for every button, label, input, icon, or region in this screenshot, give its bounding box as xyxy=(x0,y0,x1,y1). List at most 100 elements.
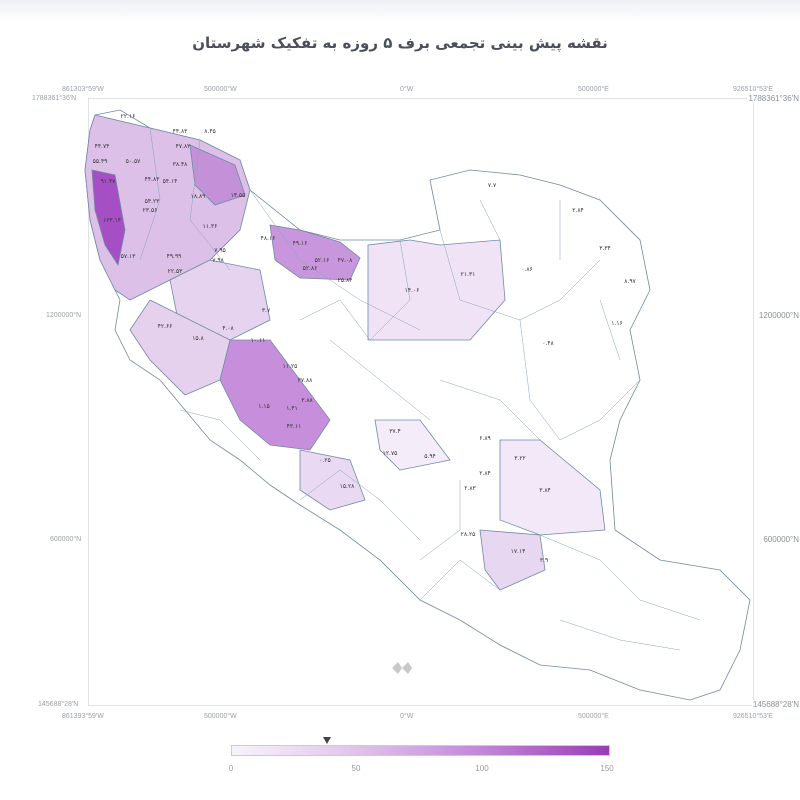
county-value-label: ۲۳.۵۶ xyxy=(143,207,158,214)
county-value-label: ۱۷.۱۴ xyxy=(511,548,526,555)
axis-left-label: 1200000°N xyxy=(46,312,82,319)
county-value-label: ۵۴.۱۴ xyxy=(163,178,178,185)
county-value-label: ۴.۰۸ xyxy=(222,325,234,332)
county-value-label: ۰.۴۸ xyxy=(542,340,554,347)
county-value-label: ۷.۷ xyxy=(488,182,497,189)
county-value-label: ۱۸.۸۹ xyxy=(191,193,206,200)
map-frame xyxy=(88,98,754,706)
colorbar xyxy=(231,745,610,756)
county-value-label: ۱۴.۰۶ xyxy=(405,287,420,294)
county-value-label: ۵۴.۲۳ xyxy=(145,198,161,205)
county-value-label: ۳۸.۴۸ xyxy=(173,161,189,168)
county-value-label: ۲۲.۱۶ xyxy=(121,113,136,120)
axis-left-label: 1788361°36'N xyxy=(32,95,77,102)
axis-bottom-label: 861393°59'W xyxy=(62,713,104,720)
colorbar-tick: 0 xyxy=(228,764,234,773)
county-value-label: ۴۳.۱۱ xyxy=(287,423,302,430)
axis-top-label: 926510°53'E xyxy=(733,86,773,93)
county-value-label: ۴۴.۸۳ xyxy=(145,176,161,183)
axis-bottom-label: 500000°E xyxy=(578,713,609,720)
county-value-label: ۱۲.۷۵ xyxy=(383,450,398,457)
county-value-label: ۲۵.۸۴ xyxy=(338,277,353,284)
county-value-label: ۸.۴۵ xyxy=(204,128,216,135)
county-value-label: ۳.۹ xyxy=(540,557,548,564)
county-value-label: ۷.۹۵ xyxy=(214,247,226,254)
map-title: نقشه پیش بینی تجمعی برف ۵ روزه به تفکیک … xyxy=(192,34,608,52)
region-west-border xyxy=(91,169,126,267)
axis-left-label: 145688°28'N xyxy=(38,701,79,708)
colorbar-marker-icon xyxy=(322,737,331,744)
county-value-label: ۱۵.۸ xyxy=(192,335,204,342)
axis-right-label: 1200000°N xyxy=(757,311,799,320)
region-caspian xyxy=(269,224,361,281)
county-value-label: ۱۱.۳۶ xyxy=(203,223,218,230)
county-value-label: ۲.۸۴ xyxy=(479,470,491,477)
county-value-label: ۳۷.۸۸ xyxy=(298,377,314,384)
axis-top-label: 861303°59'W xyxy=(62,86,104,93)
county-value-label: ۸.۹۷ xyxy=(624,278,636,285)
county-value-label: ۲۲.۵۳ xyxy=(168,268,184,275)
county-value-label: ۴۸.۱۶ xyxy=(261,235,276,242)
county-value-label: ۲۱.۳۱ xyxy=(461,271,476,278)
region-lorestan xyxy=(129,299,231,396)
county-value-label: ۴۲.۶۶ xyxy=(158,323,173,330)
region-khorasan-south xyxy=(367,239,506,341)
county-value-label: ۵۲.۱۶ xyxy=(315,257,330,264)
county-value-label: ۷.۹۸ xyxy=(212,257,224,264)
county-value-label: ۳.۸۸ xyxy=(301,397,313,404)
county-value-label: ۴۹.۹۹ xyxy=(167,253,182,260)
axis-top-label: 500000°E xyxy=(578,86,609,93)
county-value-label: ۵۰.۵۷ xyxy=(126,158,142,165)
axis-top-label: 500000°W xyxy=(204,86,237,93)
county-value-label: ۵۲.۸۶ xyxy=(303,265,318,272)
region-zagros xyxy=(219,339,331,451)
county-value-label: ۲۸.۲۵ xyxy=(461,531,476,538)
county-value-label: ۳۷.۴ xyxy=(389,428,401,435)
county-value-label: ۰.۸۶ xyxy=(521,266,533,273)
county-value-label: ۱۰.۱۱ xyxy=(251,337,266,344)
colorbar-tick: 150 xyxy=(600,764,614,773)
axis-bottom-label: 500000°W xyxy=(204,713,237,720)
axis-left-label: 600000°N xyxy=(50,536,82,543)
colorbar-tick: 100 xyxy=(475,764,489,773)
county-value-label: ۴۴.۸۳ xyxy=(173,128,189,135)
county-value-label: ۵۷.۱۳ xyxy=(121,253,137,260)
top-bar xyxy=(0,0,800,22)
county-value-label: ۳.۷ xyxy=(262,307,271,314)
county-value-label: ۳.۸۴ xyxy=(539,487,551,494)
county-value-label: ۴۷.۸۳ xyxy=(176,143,192,150)
county-value-label: ۵.۹۴ xyxy=(424,453,436,460)
axis-right-label: 145688°28'N xyxy=(751,700,799,709)
county-value-label: ۳.۳۴ xyxy=(599,245,611,252)
country-outline xyxy=(84,109,751,701)
colorbar-tick: 50 xyxy=(351,764,361,773)
county-value-label: ۶.۸۹ xyxy=(479,435,491,442)
county-value-label: ۰.۲۵ xyxy=(319,457,331,464)
axis-bottom-label: 926510°53'E xyxy=(733,713,773,720)
county-value-label: ۳.۲۲ xyxy=(514,455,526,462)
axis-right-label: 1788361°36'N xyxy=(747,94,799,103)
county-value-label: ۱۲۳.۱۴ xyxy=(103,217,121,224)
county-value-label: ۴۷.۰۸ xyxy=(338,257,354,264)
region-ardabil xyxy=(189,144,246,206)
county-value-label: ۱۴.۵۵ xyxy=(231,192,246,199)
axis-bottom-label: 0°W xyxy=(400,713,414,720)
county-value-label: ۱.۱۶ xyxy=(611,320,623,327)
county-value-label: ۱۱.۲۵ xyxy=(283,363,298,370)
region-fars xyxy=(299,449,366,511)
county-value-label: ۴۹.۱۶ xyxy=(293,240,308,247)
axis-top-label: 0°W xyxy=(400,86,414,93)
county-value-label: ۲.۸۴ xyxy=(572,207,584,214)
county-value-label: ۵۵.۴۹ xyxy=(93,158,108,165)
county-value-label: ۱.۱۵ xyxy=(258,403,270,410)
county-value-label: ۱۵.۲۸ xyxy=(340,483,356,490)
county-value-label: ۴۴.۷۴ xyxy=(95,143,110,150)
region-isfahan xyxy=(374,419,451,471)
county-value-label: ۹۱.۴۷ xyxy=(101,178,117,185)
region-kerman xyxy=(479,529,546,591)
county-value-label: ۱.۴۱ xyxy=(286,405,298,412)
axis-right-label: 600000°N xyxy=(762,535,799,544)
logo-icon xyxy=(392,662,412,674)
county-value-label: ۲.۸۳ xyxy=(464,485,476,492)
